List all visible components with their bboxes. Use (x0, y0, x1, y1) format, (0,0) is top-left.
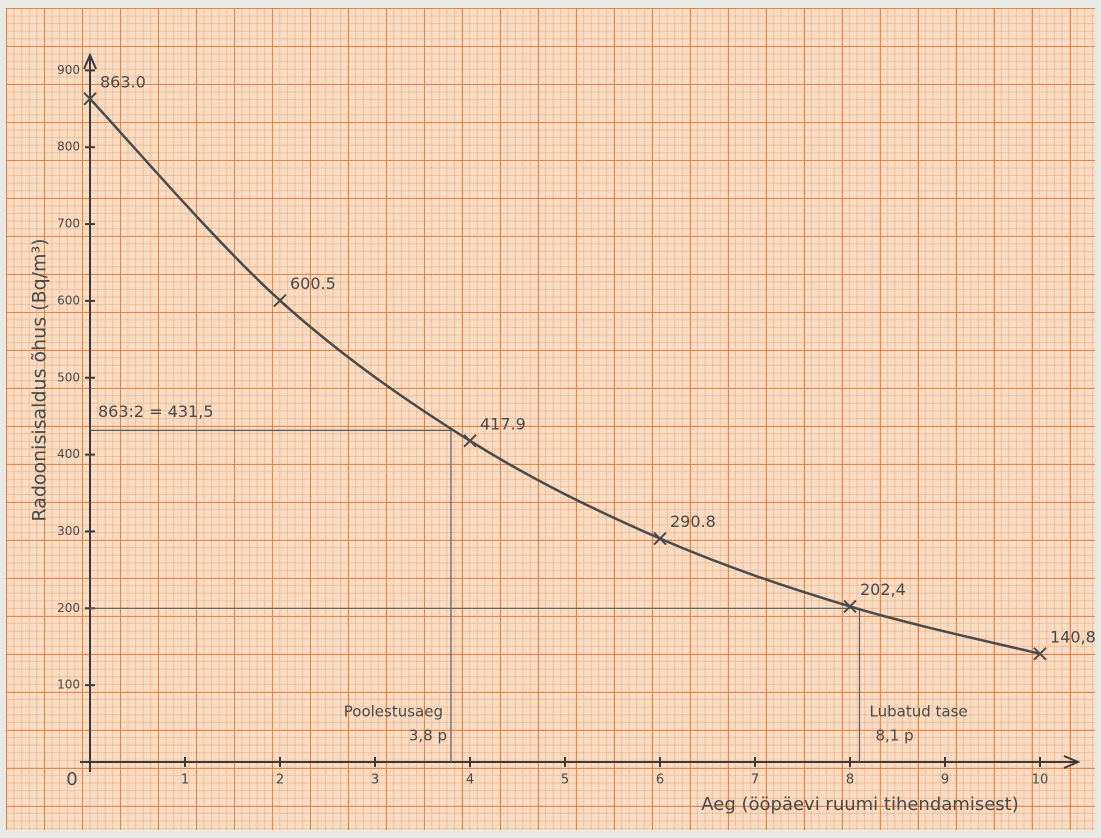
point-cross (1033, 647, 1047, 661)
y-tick-label: 800 (57, 140, 80, 154)
value-label: 863.0 (100, 72, 146, 91)
x-tick-label: 10 (1032, 773, 1049, 788)
x-tick-label: 7 (751, 773, 759, 788)
guide-x-title: Poolestusaeg (344, 703, 443, 721)
y-tick-label: 200 (57, 601, 80, 615)
point-cross (463, 434, 477, 448)
point-cross (83, 92, 97, 106)
y-tick-label: 900 (57, 63, 80, 77)
x-tick-label: 6 (656, 773, 664, 788)
guide-x-label: 8,1 p (876, 727, 914, 745)
y-tick-label: 500 (57, 370, 80, 384)
x-axis-arrow (1063, 755, 1081, 769)
x-tick-label: 1 (181, 773, 189, 788)
point-cross (653, 531, 667, 546)
curve (89, 97, 1041, 656)
x-tick-label: 2 (276, 773, 284, 788)
graph-paper (6, 8, 1095, 830)
value-label: 417.9 (480, 414, 526, 433)
x-axis-label: Aeg (ööpäevi ruumi tihendamisest) (701, 794, 1019, 815)
y-tick-label: 300 (57, 524, 80, 538)
y-tick-label: 400 (57, 447, 80, 461)
guide-label: 863:2 = 431,5 (98, 402, 214, 421)
x-tick-label: 8 (846, 773, 854, 788)
y-axis-label: Radoonisisaldus õhus (Bq/m³) (29, 238, 51, 521)
point-cross (843, 599, 857, 614)
x-tick-label: 9 (941, 773, 949, 788)
x-tick-label: 5 (561, 773, 569, 788)
y-tick-label: 700 (57, 217, 80, 231)
y-tick-label: 100 (57, 678, 80, 692)
point-cross (273, 293, 287, 308)
value-label: 290.8 (670, 512, 716, 531)
y-tick-label: 600 (57, 293, 80, 307)
value-label: 140,8 (1050, 627, 1096, 646)
y-axis-arrow (83, 52, 97, 70)
guide-x-title: Lubatud tase (870, 703, 968, 721)
x-tick-label: 0 (66, 769, 77, 790)
x-tick-label: 4 (466, 773, 474, 788)
value-label: 202,4 (860, 580, 906, 599)
guide-x-label: 3,8 p (409, 727, 447, 745)
x-tick-label: 3 (371, 773, 379, 788)
value-label: 600.5 (290, 274, 336, 293)
